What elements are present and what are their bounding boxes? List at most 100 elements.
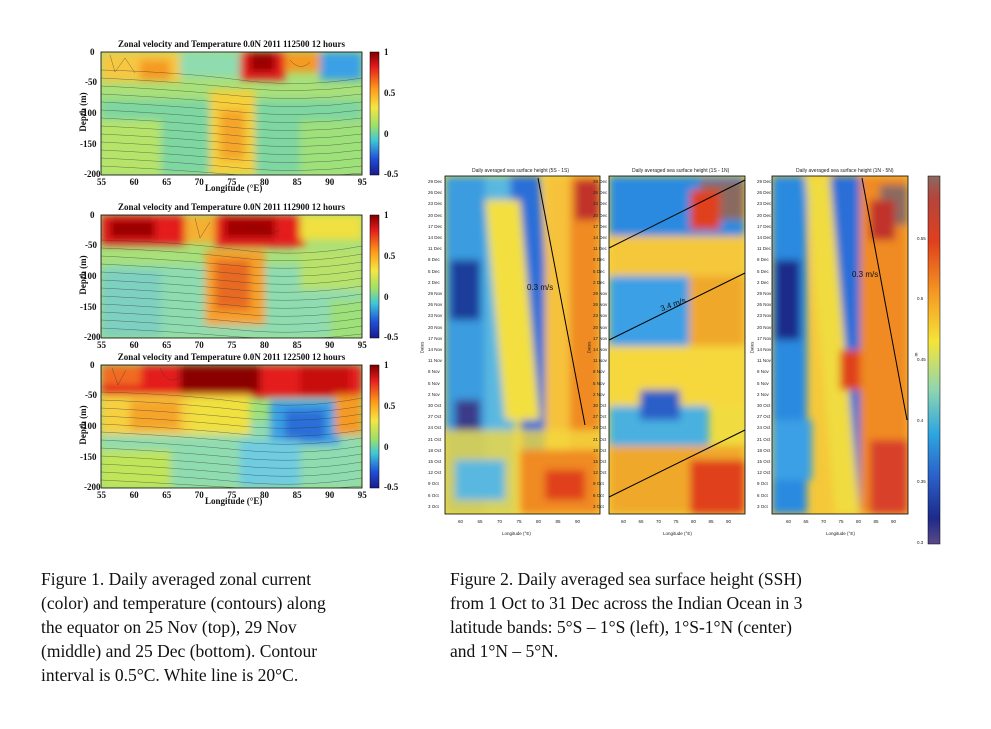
fig1-xtick: 85 bbox=[292, 177, 302, 187]
fig2-date-tick: 15 Oct bbox=[757, 459, 771, 464]
fig2-date-tick: 26 Dec bbox=[428, 190, 443, 196]
fig2-date-tick: 14 Dec bbox=[757, 235, 772, 240]
fig2-date-tick: 15 Oct bbox=[593, 459, 607, 464]
fig2-date-tick: 20 Nov bbox=[428, 324, 443, 330]
fig1-p2-ytick: 0 bbox=[90, 210, 95, 220]
fig2-panel3-propagation-line bbox=[861, 177, 908, 421]
fig2-p2-xlabel: Longitude (°E) bbox=[663, 531, 692, 536]
fig1-cbar1-tick: 0 bbox=[384, 129, 389, 139]
fig2-date-tick: 2 Nov bbox=[428, 391, 440, 397]
fig2-xtick: 65 bbox=[638, 519, 644, 524]
fig1-xtick: 70 bbox=[194, 340, 204, 350]
fig2-xtick: 85 bbox=[555, 519, 561, 524]
fig1-p1-ytick: -200 bbox=[84, 169, 101, 179]
fig1-xtick: 65 bbox=[162, 490, 172, 500]
fig2-xtick: 90 bbox=[726, 519, 732, 524]
figure1-caption-line: (color) and temperature (contours) along bbox=[41, 593, 326, 613]
fig2-date-tick: 9 Oct bbox=[593, 481, 604, 487]
fig2-colorbar-tick: 0.4 bbox=[917, 418, 924, 423]
figure1-caption-line: Figure 1. Daily averaged zonal current bbox=[41, 569, 312, 589]
fig2-date-tick: 5 Nov bbox=[593, 380, 605, 386]
fig2-colorbar-tick: 0.45 bbox=[917, 357, 926, 362]
fig2-date-tick: 17 Dec bbox=[593, 223, 608, 229]
fig1-cbar2-tick: 0.5 bbox=[384, 251, 396, 261]
fig2-date-tick: 2 Nov bbox=[757, 391, 769, 397]
fig2-panel2-line-2 bbox=[608, 272, 746, 341]
fig1-cbar3-tick: 0.5 bbox=[384, 401, 396, 411]
fig1-xtick: 85 bbox=[292, 340, 302, 350]
fig2-date-tick: 18 Oct bbox=[757, 447, 771, 453]
fig1-p1-ytick: -50 bbox=[85, 77, 97, 87]
fig2-panel2-line-3 bbox=[608, 429, 746, 498]
figure2-caption-line: from 1 Oct to 31 Dec across the Indian O… bbox=[450, 593, 803, 613]
fig2-xtick: 80 bbox=[691, 519, 697, 524]
figure2-caption-line: and 1°N – 5°N. bbox=[450, 641, 559, 661]
fig1-panel2-contours bbox=[101, 217, 362, 338]
fig2-date-tick: 8 Dec bbox=[757, 257, 769, 263]
fig2-date-tick: 26 Dec bbox=[757, 190, 772, 196]
fig2-date-tick: 26 Nov bbox=[593, 302, 608, 308]
fig1-panel1-map bbox=[101, 52, 362, 175]
fig2-date-tick: 14 Nov bbox=[757, 347, 772, 352]
fig2-xtick: 70 bbox=[656, 519, 662, 524]
fig2-date-tick: 24 Oct bbox=[757, 425, 771, 431]
fig1-p1-ytick: 0 bbox=[90, 47, 95, 57]
fig1-xtick: 55 bbox=[97, 490, 106, 500]
fig1-xtick: 55 bbox=[97, 340, 106, 350]
figure1-caption-line: (middle) and 25 Dec (bottom). Contour bbox=[41, 641, 318, 661]
fig1-p2-ylabel: Depth (m) bbox=[78, 255, 88, 295]
fig1-cbar2-tick: 0 bbox=[384, 292, 389, 302]
fig1-p1-ylabel: Depth (m) bbox=[78, 92, 88, 132]
fig2-xtick: 60 bbox=[621, 519, 627, 524]
fig2-date-tick: 3 Oct bbox=[428, 503, 439, 509]
fig2-date-tick: 20 Nov bbox=[593, 324, 608, 330]
fig1-p3-ytick: -50 bbox=[85, 390, 97, 400]
fig1-xtick: 85 bbox=[292, 490, 302, 500]
fig2-date-tick: 29 Dec bbox=[757, 179, 772, 184]
fig1-xtick: 70 bbox=[194, 177, 204, 187]
fig1-xtick: 75 bbox=[227, 340, 237, 350]
fig2-date-tick: 9 Oct bbox=[757, 481, 768, 487]
fig2-date-tick: 2 Dec bbox=[593, 279, 605, 285]
fig2-xtick: 85 bbox=[708, 519, 714, 524]
fig2-date-tick: 11 Dec bbox=[757, 246, 771, 252]
fig2-date-tick: 30 Oct bbox=[593, 403, 607, 408]
fig2-colorbar-tick: 0.55 bbox=[917, 236, 926, 241]
fig2-date-tick: 15 Oct bbox=[428, 459, 442, 464]
fig2-date-tick: 12 Oct bbox=[428, 470, 442, 476]
fig1-panel1-title: Zonal velocity and Temperature 0.0N 2011… bbox=[117, 39, 346, 49]
fig2-date-tick: 5 Dec bbox=[757, 268, 769, 274]
fig2-date-tick: 3 Oct bbox=[593, 503, 604, 509]
fig1-xtick: 95 bbox=[357, 490, 367, 500]
fig2-panel2-title: Daily averaged sea surface height (1S - … bbox=[632, 168, 730, 174]
fig2-colorbar bbox=[927, 175, 941, 545]
fig2-date-tick: 17 Dec bbox=[757, 223, 772, 229]
fig2-p1-ylabel: Dates bbox=[419, 341, 425, 354]
fig1-xtick: 60 bbox=[129, 490, 139, 500]
fig2-date-tick: 20 Dec bbox=[593, 212, 608, 218]
fig2-xtick: 70 bbox=[497, 519, 503, 524]
fig1-panel3-contours bbox=[101, 367, 362, 488]
fig2-panel1-title: Daily averaged sea surface height (5S - … bbox=[472, 168, 569, 174]
fig1-cbar2-tick: 1 bbox=[384, 210, 389, 220]
fig2-date-tick: 11 Dec bbox=[593, 246, 607, 252]
fig2-date-tick: 23 Nov bbox=[593, 313, 608, 319]
fig2-date-tick: 29 Dec bbox=[428, 179, 443, 184]
fig2-date-tick: 23 Dec bbox=[757, 201, 772, 207]
fig2-colorbar-tick: 0.35 bbox=[917, 479, 926, 484]
fig2-colorbar-label: m bbox=[913, 352, 919, 357]
fig1-p1-ytick: -150 bbox=[80, 139, 97, 149]
fig2-date-tick: 12 Oct bbox=[757, 470, 771, 476]
fig2-date-tick: 11 Nov bbox=[593, 358, 607, 364]
fig2-date-tick: 26 Dec bbox=[593, 190, 608, 196]
fig2-date-tick: 27 Oct bbox=[593, 414, 607, 420]
fig2-colorbar-tick: 0.3 bbox=[917, 540, 924, 545]
figure1-caption: Figure 1. Daily averaged zonal current (… bbox=[41, 567, 326, 687]
fig1-xtick: 60 bbox=[129, 340, 139, 350]
fig2-p3-ylabel: Dates bbox=[749, 341, 755, 354]
fig2-panel1-map bbox=[445, 176, 600, 514]
fig2-date-tick: 14 Dec bbox=[593, 235, 608, 240]
fig2-date-tick: 6 Oct bbox=[428, 492, 439, 498]
fig1-panel3-map bbox=[101, 365, 362, 488]
fig2-date-tick: 6 Oct bbox=[593, 492, 604, 498]
